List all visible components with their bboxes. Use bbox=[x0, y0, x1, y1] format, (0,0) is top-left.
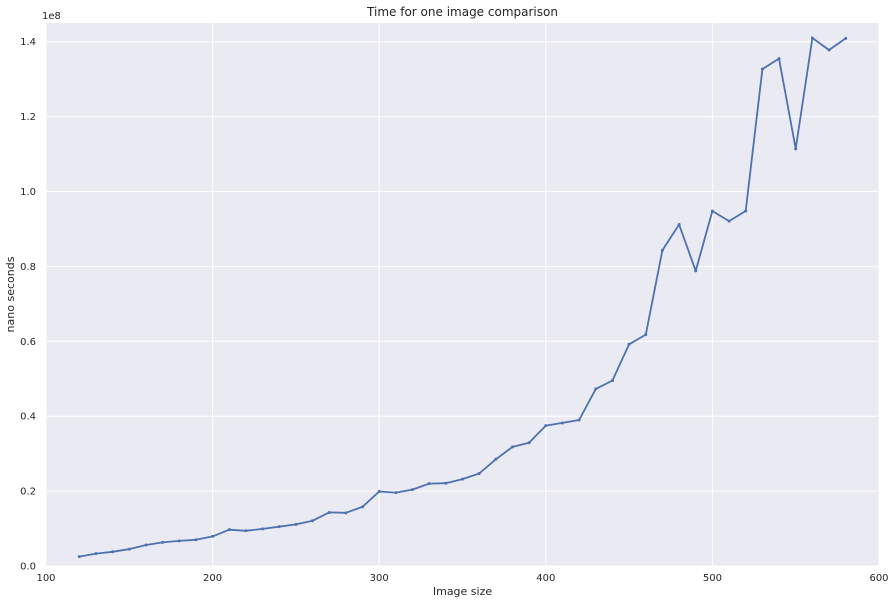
data-point bbox=[610, 379, 614, 383]
data-point bbox=[594, 387, 598, 391]
data-point bbox=[527, 441, 531, 445]
data-point bbox=[194, 538, 198, 542]
data-point bbox=[510, 445, 514, 449]
data-point bbox=[777, 57, 781, 61]
data-point bbox=[161, 540, 165, 544]
data-point bbox=[794, 147, 798, 151]
y-tick-label: 1.0 bbox=[20, 187, 36, 198]
y-tick-label: 0.8 bbox=[20, 262, 36, 273]
data-point bbox=[660, 248, 664, 252]
data-point bbox=[361, 505, 365, 509]
series-layer bbox=[77, 36, 848, 559]
data-point bbox=[644, 333, 648, 337]
data-point bbox=[77, 555, 81, 559]
data-point bbox=[694, 269, 698, 273]
y-tick-label: 1.2 bbox=[20, 112, 36, 123]
data-point bbox=[144, 543, 148, 547]
y-tick-label: 0.0 bbox=[20, 562, 36, 573]
data-point bbox=[277, 525, 281, 529]
x-axis-label: Image size bbox=[433, 585, 493, 598]
data-point bbox=[727, 219, 731, 223]
data-point bbox=[544, 424, 548, 428]
x-tick-label: 100 bbox=[36, 573, 55, 584]
data-point bbox=[577, 418, 581, 422]
data-point bbox=[344, 511, 348, 515]
data-point bbox=[244, 529, 248, 533]
data-point bbox=[744, 209, 748, 213]
data-point bbox=[177, 539, 181, 543]
data-point bbox=[827, 48, 831, 52]
data-point bbox=[427, 482, 431, 486]
x-tick-label: 600 bbox=[869, 573, 888, 584]
data-point bbox=[560, 421, 564, 425]
data-point bbox=[494, 457, 498, 461]
x-tick-label: 500 bbox=[703, 573, 722, 584]
y-axis-offset-label: 1e8 bbox=[42, 11, 61, 22]
data-point bbox=[261, 527, 265, 531]
data-point bbox=[627, 342, 631, 346]
data-point bbox=[444, 481, 448, 485]
y-axis-label: nano seconds bbox=[4, 256, 17, 332]
data-point bbox=[710, 209, 714, 213]
data-point bbox=[394, 491, 398, 495]
y-tick-label: 0.2 bbox=[20, 487, 36, 498]
data-point bbox=[94, 552, 98, 556]
data-point bbox=[810, 36, 814, 40]
data-point bbox=[294, 522, 298, 526]
data-point bbox=[477, 472, 481, 476]
plot-background bbox=[46, 23, 879, 566]
data-point bbox=[461, 477, 464, 481]
y-tick-label: 0.6 bbox=[20, 337, 36, 348]
data-point bbox=[677, 222, 681, 226]
data-point bbox=[327, 510, 331, 514]
data-point bbox=[111, 550, 115, 554]
data-point bbox=[377, 489, 381, 493]
data-point bbox=[411, 488, 415, 492]
x-tick-label: 400 bbox=[536, 573, 555, 584]
y-axis-ticks: 0.0 0.2 0.4 0.6 0.8 1.0 1.2 1.4 bbox=[20, 37, 36, 572]
data-point bbox=[211, 534, 215, 538]
data-point bbox=[127, 547, 131, 551]
grid bbox=[45, 23, 880, 567]
chart-title: Time for one image comparison bbox=[366, 5, 558, 19]
y-tick-label: 0.4 bbox=[20, 412, 36, 423]
data-point bbox=[227, 528, 231, 532]
x-axis-ticks: 100 200 300 400 500 600 bbox=[36, 573, 888, 584]
data-point bbox=[760, 67, 764, 71]
data-point bbox=[844, 36, 848, 40]
data-point bbox=[311, 519, 315, 523]
y-tick-label: 1.4 bbox=[20, 37, 36, 48]
x-tick-label: 300 bbox=[370, 573, 389, 584]
x-tick-label: 200 bbox=[203, 573, 222, 584]
